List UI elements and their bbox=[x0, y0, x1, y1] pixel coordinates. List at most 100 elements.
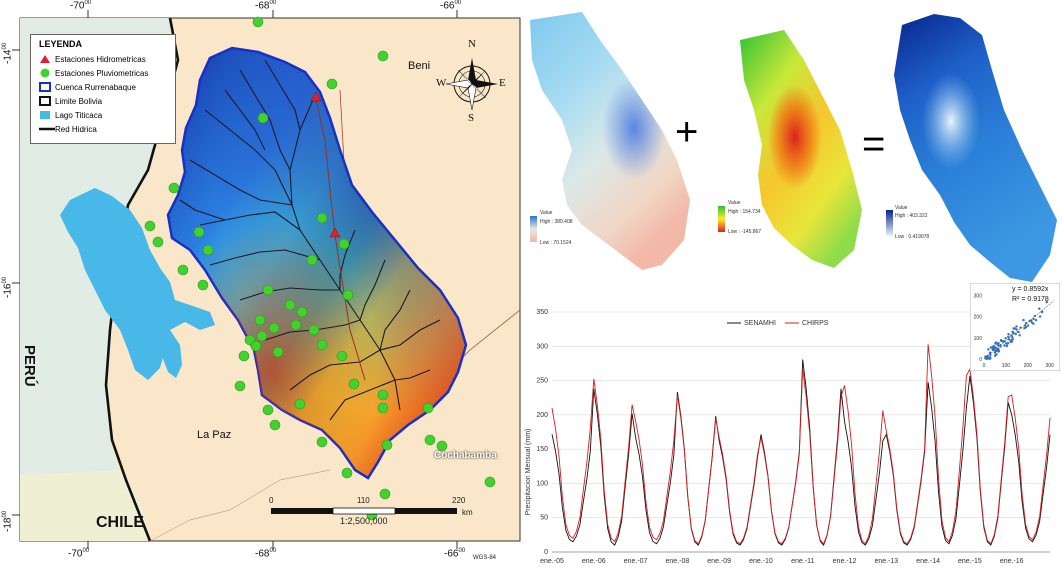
scatter-point bbox=[1011, 336, 1014, 339]
scatter-point bbox=[1001, 340, 1005, 343]
scatter-point bbox=[988, 351, 992, 354]
scatter-inset: 0 100 200 300 0 100 200 300 bbox=[970, 283, 1060, 371]
scatter-point bbox=[987, 348, 990, 351]
scatter-point bbox=[1007, 335, 1010, 339]
scatter-point bbox=[993, 354, 997, 357]
inset-x-tick: 100 bbox=[1002, 363, 1011, 369]
scatter-point bbox=[1032, 322, 1035, 325]
legend-item-rain: Estaciones Pluviometricas bbox=[39, 67, 148, 79]
label-cochabamba: Cochabamba bbox=[434, 450, 497, 461]
label-peru: PERÚ bbox=[21, 345, 38, 387]
legend-ramp bbox=[530, 216, 537, 242]
legend-label: Cuenca Rurrenabaque bbox=[55, 82, 136, 92]
scatter-point bbox=[1003, 344, 1006, 347]
label-la-paz: La Paz bbox=[197, 429, 232, 441]
scatter-point bbox=[999, 339, 1003, 342]
lat-tick: -1800 bbox=[2, 510, 14, 532]
scatter-point bbox=[1040, 310, 1044, 313]
x-tick-label: ene.-14 bbox=[916, 558, 940, 565]
x-tick-label: ene.-15 bbox=[958, 558, 982, 565]
y-tick-label: 0 bbox=[544, 549, 548, 556]
x-tick-label: ene.-06 bbox=[582, 558, 606, 565]
y-tick-label: 200 bbox=[536, 412, 548, 419]
scatter-point bbox=[1034, 318, 1038, 322]
equals-operator: = bbox=[862, 122, 886, 166]
x-tick-label: ene.-12 bbox=[833, 558, 857, 565]
legend-label: Estaciones Pluviometricas bbox=[55, 68, 149, 78]
raster1-legend-high: High : 380.408 bbox=[540, 219, 573, 225]
raster2-legend-title: Value bbox=[728, 200, 741, 206]
raster-map-2 bbox=[718, 30, 862, 268]
x-tick-label: ene.-05 bbox=[540, 558, 564, 565]
lon-tick-top: -6600 bbox=[440, 0, 462, 12]
scatter-point bbox=[1005, 342, 1009, 345]
legend-label: Red Hidrica bbox=[55, 124, 97, 134]
scatter-point bbox=[994, 342, 997, 345]
scale-bar bbox=[271, 507, 457, 515]
raster3-legend-high: High : 403.322 bbox=[895, 213, 928, 219]
scatter-point bbox=[995, 349, 999, 352]
lat-tick: -1400 bbox=[2, 42, 14, 64]
inset-x-tick: 0 bbox=[983, 363, 986, 369]
legend-label: Limite Bolivia bbox=[55, 96, 103, 106]
inset-r2: R² = 0.9178 bbox=[1012, 296, 1049, 303]
cyan-box-icon bbox=[39, 110, 51, 120]
raster1-legend-low: Low : 70.1524 bbox=[540, 240, 572, 246]
x-tick-label: ene.-07 bbox=[624, 558, 648, 565]
y-tick-label: 250 bbox=[536, 378, 548, 385]
legend-item-lake: Lago Titicaca bbox=[39, 109, 102, 121]
scatter-point bbox=[1004, 337, 1007, 340]
compass-rose bbox=[445, 58, 498, 111]
y-tick-label: 150 bbox=[536, 446, 548, 453]
legend-item-border: Limite Bolivia bbox=[39, 95, 102, 107]
scatter-point bbox=[989, 357, 992, 360]
scatter-point bbox=[1010, 340, 1013, 343]
scatter-point bbox=[986, 357, 990, 360]
compass-n: N bbox=[468, 38, 476, 50]
series-line-chirps bbox=[551, 344, 1051, 545]
x-tick-label: ene.-16 bbox=[1000, 558, 1024, 565]
raster2-legend-low: Low : -145.867 bbox=[728, 229, 762, 235]
scatter-point bbox=[1022, 318, 1025, 322]
y-tick-label: 100 bbox=[536, 480, 548, 487]
inset-y-tick: 200 bbox=[974, 315, 983, 321]
lat-tick: -1600 bbox=[2, 276, 14, 298]
scale-label-110: 110 bbox=[357, 496, 370, 505]
lon-tick-top: -7000 bbox=[70, 0, 92, 12]
datum-label: WGS-84 bbox=[473, 555, 497, 561]
hydro-stations bbox=[310, 91, 341, 238]
scatter-point bbox=[1038, 307, 1041, 310]
x-tick-label: ene.-09 bbox=[707, 558, 731, 565]
green-circle-icon bbox=[39, 68, 51, 78]
inset-x-tick: 300 bbox=[1045, 363, 1054, 369]
scatter-point bbox=[1013, 327, 1016, 330]
x-tick-label: ene.-10 bbox=[749, 558, 773, 565]
scale-label-0: 0 bbox=[269, 496, 274, 505]
legend-label: SENAMHI bbox=[744, 320, 776, 327]
raster2-legend-high: High : 154.734 bbox=[728, 209, 761, 215]
compass-s: S bbox=[468, 112, 475, 124]
compass-w: W bbox=[436, 77, 447, 89]
legend-label: CHIRPS bbox=[802, 320, 829, 327]
scatter-point bbox=[1038, 315, 1042, 318]
legend-title: LEYENDA bbox=[39, 39, 83, 49]
scatter-point bbox=[1017, 330, 1020, 334]
inset-y-tick: 0 bbox=[979, 357, 982, 363]
y-axis-label: Precipitacion Mensual (mm) bbox=[525, 429, 532, 516]
black-box-icon bbox=[39, 96, 51, 106]
label-beni: Beni bbox=[408, 60, 431, 72]
inset-x-tick: 200 bbox=[1024, 363, 1033, 369]
lon-tick-bottom: -6800 bbox=[255, 548, 277, 560]
blue-box-icon bbox=[39, 82, 51, 92]
raster-map-3 bbox=[886, 14, 1057, 282]
legend-ramp bbox=[886, 210, 893, 236]
red-triangle-icon bbox=[39, 54, 51, 64]
x-tick-label: ene.-08 bbox=[665, 558, 689, 565]
scatter-point bbox=[1005, 344, 1009, 348]
lon-tick-bottom: -6600 bbox=[444, 548, 466, 560]
legend-ramp bbox=[718, 206, 725, 232]
scatter-point bbox=[1026, 324, 1030, 327]
scale-label-220: 220 bbox=[452, 496, 466, 505]
scatter-point bbox=[991, 346, 994, 349]
scatter-point bbox=[989, 346, 992, 349]
